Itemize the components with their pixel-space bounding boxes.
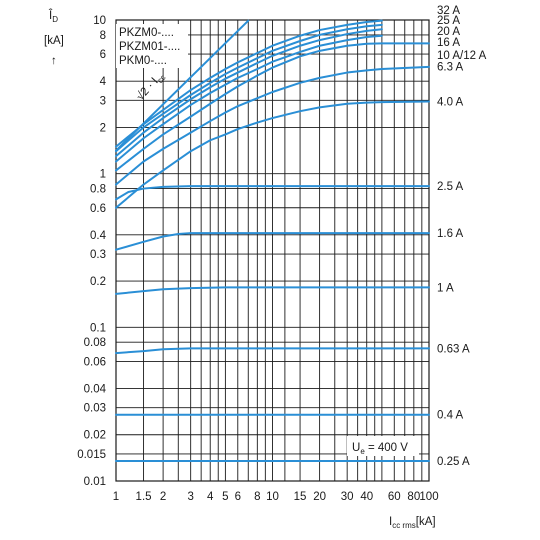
svg-text:Icc rms[kA]: Icc rms[kA] (389, 516, 436, 530)
x-label-sub: cc rms (392, 521, 416, 530)
x-tick-label-8: 10 (266, 491, 279, 503)
series-line-0 (115, 19, 383, 148)
y-tick-label-3: 0.03 (84, 403, 106, 415)
x-tick-label-5: 5 (222, 491, 228, 503)
y-tick-label-16: 4 (100, 76, 107, 88)
svg-text:Ue = 400 V: Ue = 400 V (352, 442, 408, 456)
series-label-8: 1.6 A (437, 228, 464, 240)
series-label-10: 0.63 A (437, 343, 470, 355)
y-tick-label-17: 6 (100, 49, 106, 61)
y-tick-label-18: 8 (100, 30, 106, 42)
y-label-sub: D (52, 15, 58, 24)
y-tick-label-12: 0.8 (90, 184, 106, 196)
x-tick-label-1: 1.5 (136, 491, 152, 503)
x-tick-label-6: 6 (235, 491, 241, 503)
legend-entry-pkzm0: PKZM0-.... (119, 27, 174, 39)
x-tick-label-12: 40 (360, 491, 373, 503)
series-label-7: 2.5 A (437, 181, 464, 193)
y-label-unit: [kA] (44, 35, 64, 47)
x-tick-label-7: 8 (254, 491, 260, 503)
series-line-10 (115, 347, 430, 355)
legend-entry-pkzm01: PKZM01-.... (119, 41, 180, 53)
y-tick-label-1: 0.015 (77, 449, 106, 461)
y-tick-label-11: 0.6 (90, 203, 106, 215)
x-axis-label: Icc rms[kA] (389, 516, 436, 530)
sqrt-sub: cc (156, 73, 168, 85)
series-label-1: 25 A (437, 15, 460, 27)
y-tick-label-4: 0.04 (84, 383, 107, 395)
series-line-1 (115, 23, 383, 153)
series-label-2: 20 A (437, 26, 460, 38)
x-label-unit: [kA] (416, 516, 436, 528)
series-line-3 (115, 34, 383, 163)
curves (115, 19, 430, 462)
series-labels: 32 A25 A20 A16 A10 A/12 A6.3 A 4.0 A 2.5 A… (437, 5, 487, 468)
series-label-6: 4.0 A (437, 96, 464, 108)
series-line-7 (115, 185, 430, 201)
svg-text:√2 · Icc: √2 · Icc (134, 69, 168, 104)
y-tick-label-15: 3 (100, 95, 106, 107)
series-label-9: 1 A (437, 282, 454, 294)
series-label-3: 16 A (437, 37, 460, 49)
x-tick-label-13: 60 (388, 491, 401, 503)
legend-entry-pkm0: PKM0-.... (119, 55, 167, 67)
y-tick-label-2: 0.02 (84, 430, 106, 442)
y-tick-label-13: 1 (100, 169, 106, 181)
series-label-4: 10 A/12 A (437, 50, 487, 62)
y-tick-label-7: 0.1 (90, 322, 106, 334)
legend: PKZM0-.... PKZM01-.... PKM0-.... (116, 24, 188, 68)
voltage-sub: e (360, 447, 365, 456)
y-axis-label: ÎD [kA] ↑ (44, 9, 64, 67)
grid (115, 19, 430, 482)
x-label-main: I (389, 516, 392, 528)
series-line-9 (115, 286, 430, 295)
tick-labels: 1 1.5 2 3 4 5 6 8 10 15 20 30 40 60 80 1000.010.0150.02… (77, 15, 438, 503)
series-line-6 (115, 100, 430, 209)
series-line-8 (115, 232, 430, 251)
series-label-5: 6.3 A (437, 61, 464, 73)
x-tick-label-0: 1 (113, 491, 119, 503)
series-line-4 (115, 42, 430, 172)
series-line-5 (115, 65, 430, 186)
y-tick-label-0: 0.01 (84, 476, 106, 488)
x-tick-label-9: 15 (294, 491, 307, 503)
sqrt-line-label: √2 · Icc (134, 69, 168, 104)
x-tick-label-14: 80 (407, 491, 420, 503)
series-label-0: 32 A (437, 5, 460, 17)
x-tick-label-4: 4 (207, 491, 214, 503)
y-label-main: Î (48, 9, 53, 22)
y-tick-label-10: 0.4 (90, 230, 107, 242)
series-line-2 (115, 28, 383, 158)
y-label-arrow: ↑ (51, 55, 57, 67)
series-label-12: 0.25 A (437, 456, 470, 468)
x-tick-label-11: 30 (341, 491, 354, 503)
y-tick-label-9: 0.3 (90, 249, 106, 261)
y-tick-label-6: 0.08 (84, 337, 106, 349)
svg-text:ÎD: ÎD (48, 9, 58, 24)
voltage-rest: = 400 V (365, 442, 408, 454)
x-tick-label-15: 100 (419, 491, 438, 503)
y-tick-label-14: 2 (100, 122, 106, 134)
voltage-main: U (352, 442, 360, 454)
y-tick-label-8: 0.2 (90, 276, 106, 288)
series-label-11: 0.4 A (437, 410, 464, 422)
y-tick-label-19: 10 (93, 15, 106, 27)
x-tick-label-3: 3 (187, 491, 193, 503)
voltage-annotation: Ue = 400 V (347, 436, 419, 456)
y-tick-label-5: 0.06 (84, 356, 106, 368)
x-tick-label-2: 2 (160, 491, 166, 503)
x-tick-label-10: 20 (313, 491, 326, 503)
